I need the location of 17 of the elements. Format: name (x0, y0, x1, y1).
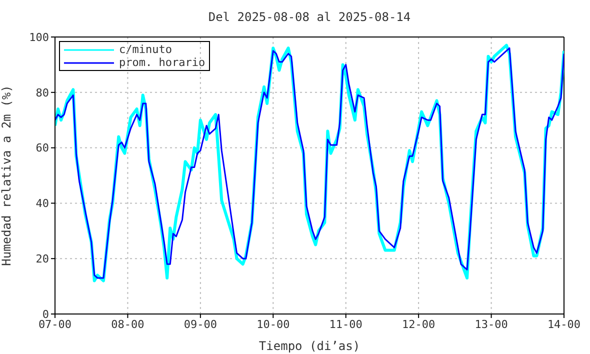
x-axis-title: Tiempo (di’as) (258, 339, 360, 353)
legend-label: prom. horario (119, 56, 206, 69)
x-tick-label: 10-00 (256, 318, 290, 331)
x-tick-label: 13-00 (474, 318, 508, 331)
x-tick-label: 09-00 (184, 318, 217, 331)
chart-title: Del 2025-08-08 al 2025-08-14 (207, 10, 412, 24)
y-axis-title: Humedad relativa a 2m (%) (0, 85, 14, 266)
y-tick-label: 20 (36, 252, 49, 266)
x-tick-label: 12-00 (402, 318, 436, 331)
x-tick-label: 08-00 (111, 318, 144, 331)
y-tick-label: 80 (36, 86, 49, 100)
y-tick-label: 40 (36, 197, 49, 210)
y-tick-label: 100 (29, 30, 49, 44)
x-tick-label: 11-00 (329, 318, 362, 331)
y-tick-label: 60 (36, 142, 49, 155)
x-tick-label: 14-00 (547, 318, 581, 331)
legend-label: c/minuto (119, 43, 172, 56)
